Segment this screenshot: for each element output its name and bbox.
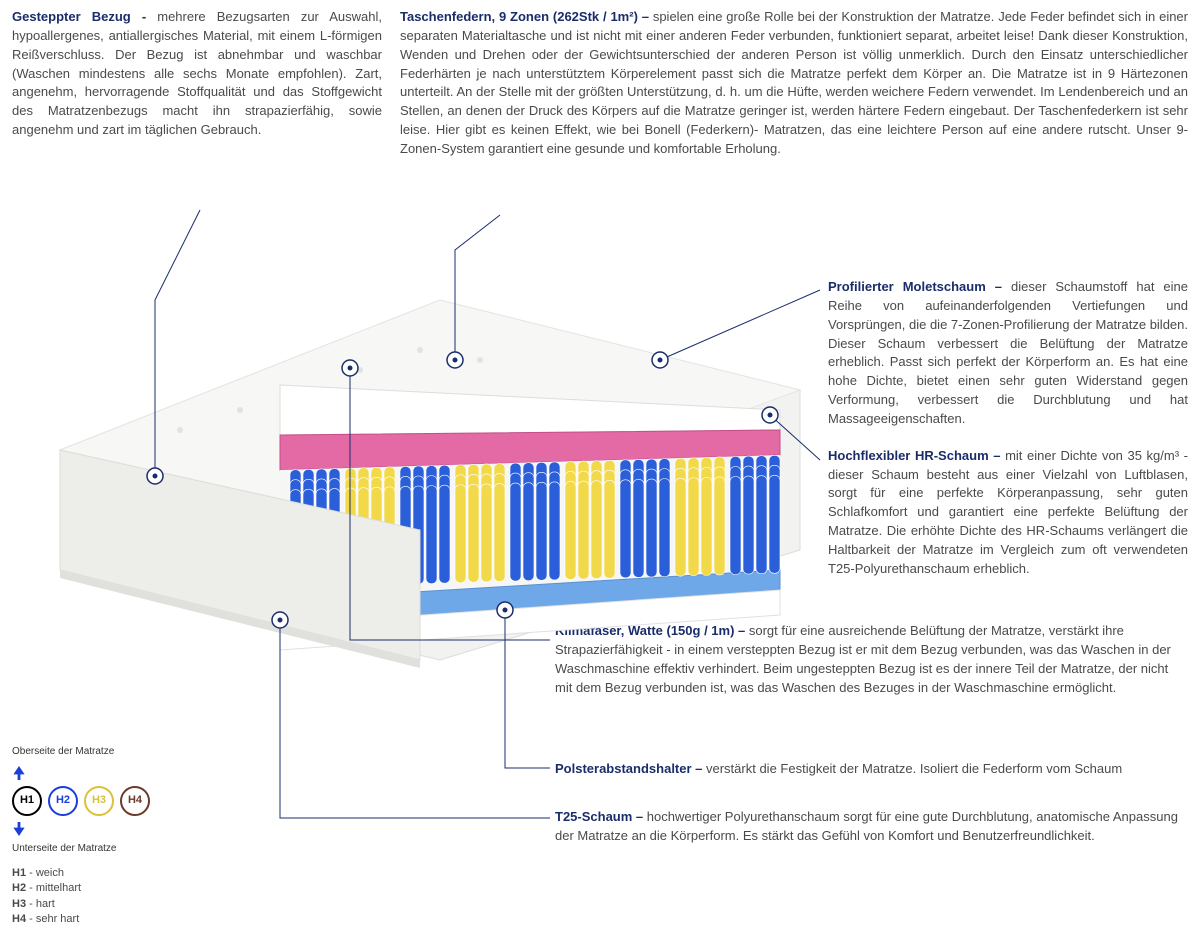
hardness-circle-h1: H1 (12, 786, 42, 816)
title-molet: Profilierter Moletschaum – (828, 279, 1011, 294)
hardness-unter-label: Unterseite der Matratze (12, 842, 150, 857)
hardness-ober-label: Oberseite der Matratze (12, 745, 150, 760)
title-springs: Taschenfedern, 9 Zonen (262Stk / 1m²) – (400, 9, 653, 24)
section-springs: Taschenfedern, 9 Zonen (262Stk / 1m²) – … (400, 8, 1188, 159)
hardness-legend: Oberseite der Matratze H1H2H3H4 Untersei… (12, 745, 150, 928)
section-cover: Gesteppter Bezug - mehrere Bezugsarten z… (12, 8, 382, 159)
hardness-labels: H1 - weichH2 - mittelhartH3 - hartH4 - s… (12, 866, 150, 928)
hardness-label-h2: H2 - mittelhart (12, 881, 150, 896)
text-springs: spielen eine große Rolle bei der Konstru… (400, 9, 1188, 156)
text-t25: hochwertiger Polyurethanschaum sorgt für… (555, 809, 1178, 843)
title-hr: Hochflexibler HR-Schaum – (828, 448, 1005, 463)
hardness-circle-h3: H3 (84, 786, 114, 816)
title-polster: Polsterabstandshalter – (555, 761, 706, 776)
section-polster: Polsterabstandshalter – verstärkt die Fe… (555, 760, 1188, 779)
text-polster: verstärkt die Festigkeit der Matratze. I… (706, 761, 1122, 776)
mattress-diagram (20, 270, 820, 680)
text-hr: mit einer Dichte von 35 kg/m³ - dieser S… (828, 448, 1188, 576)
hardness-circle-h4: H4 (120, 786, 150, 816)
title-t25: T25-Schaum – (555, 809, 647, 824)
section-hr: Hochflexibler HR-Schaum – mit einer Dich… (828, 447, 1188, 579)
hardness-label-h4: H4 - sehr hart (12, 912, 150, 927)
title-cover: Gesteppter Bezug - (12, 9, 157, 24)
hardness-circle-h2: H2 (48, 786, 78, 816)
text-cover: mehrere Bezugsarten zur Auswahl, hypoall… (12, 9, 382, 137)
hardness-label-h1: H1 - weich (12, 866, 150, 881)
text-molet: dieser Schaumstoff hat eine Reihe von au… (828, 279, 1188, 426)
section-t25: T25-Schaum – hochwertiger Polyurethansch… (555, 808, 1188, 846)
hardness-label-h3: H3 - hart (12, 897, 150, 912)
section-molet: Profilierter Moletschaum – dieser Schaum… (828, 278, 1188, 429)
hardness-circles: H1H2H3H4 (12, 786, 150, 816)
